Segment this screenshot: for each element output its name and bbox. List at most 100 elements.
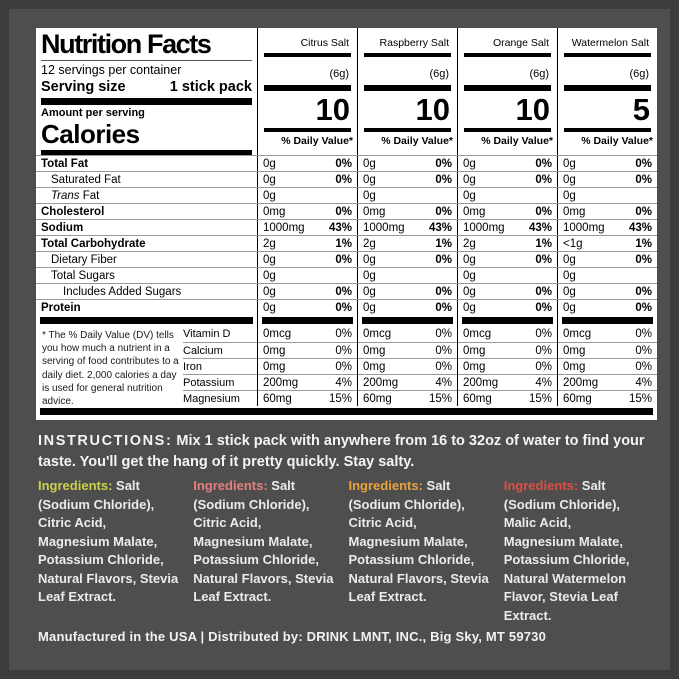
nutrient-amount: 0g (363, 254, 376, 266)
nutrient-amount: 1000mg (263, 222, 305, 234)
nutrient-value-cell: 0mg 0% (257, 204, 357, 219)
nutrient-value-cell: 0g 0% (557, 300, 657, 315)
amount-per-serving-label: Amount per serving (41, 107, 145, 119)
divider-cell (36, 315, 257, 326)
divider-cell (457, 315, 557, 326)
nutrient-dv: 0% (635, 254, 652, 266)
vitamin-dv: 15% (528, 393, 552, 405)
divider-bar (40, 317, 253, 324)
nutrient-amount: 2g (263, 238, 276, 250)
nutrient-label: Sodium (41, 222, 84, 234)
nutrient-amount: 2g (363, 238, 376, 250)
nutrient-value-cell: 2g 1% (357, 236, 457, 251)
vitamin-amount: 0mg (263, 345, 286, 357)
vitamin-row: 200mg 4% (258, 374, 357, 390)
nutrient-dv: 0% (335, 302, 352, 314)
divider-bar (262, 317, 353, 324)
vitamin-amount: 60mg (363, 393, 392, 405)
divider-bar (462, 317, 553, 324)
vitamin-row: 0mcg 0% (358, 326, 457, 342)
ingredients-text: Salt (Sodium Chloride), Citric Acid, Mag… (193, 478, 334, 604)
flavor-column-header-citrus: Citrus Salt (6g) 10 % Daily Value* (257, 28, 357, 155)
nutrient-value-cell: 0g 0% (357, 172, 457, 187)
vitamin-dv: 0% (435, 328, 452, 340)
vitamin-dv: 0% (635, 328, 652, 340)
vitamin-dv: 0% (535, 345, 552, 357)
vitamin-amount: 0mg (563, 345, 586, 357)
nutrient-value-cell: 0g (557, 268, 657, 283)
nutrient-label: Total Fat (41, 158, 89, 170)
divider-bar (264, 85, 351, 91)
nutrient-amount: 1000mg (463, 222, 505, 234)
nutrient-value-cell: 0g 0% (557, 156, 657, 171)
nutrient-value-cell: 0g 0% (557, 284, 657, 299)
divider-bar (364, 85, 451, 91)
nutrient-value-cell: 0g (457, 188, 557, 203)
nutrient-amount: 0mg (563, 206, 586, 218)
nutrient-dv: 43% (428, 222, 452, 234)
vitamin-row: 200mg 4% (358, 374, 457, 390)
nutrient-dv: 0% (335, 286, 352, 298)
vitamin-amount: 200mg (463, 377, 499, 389)
nutrient-label: Total Carbohydrate (41, 238, 146, 250)
vitamin-label: Iron (183, 358, 257, 374)
nutrition-facts-panel: Nutrition Facts 12 servings per containe… (36, 28, 657, 420)
nutrient-label: Protein (41, 302, 81, 314)
nutrient-value-cell: 0g 0% (357, 156, 457, 171)
nutrient-amount: 1000mg (363, 222, 405, 234)
nutrient-amount: 0g (463, 190, 476, 202)
vitamin-dv: 4% (535, 377, 552, 389)
daily-value-header: % Daily Value* (481, 135, 553, 147)
vitamin-amount: 0mg (563, 361, 586, 373)
nutrient-dv: 0% (535, 158, 552, 170)
divider-bar (464, 128, 551, 132)
servings-per-container: 12 servings per container (41, 63, 182, 77)
divider-bar (41, 150, 252, 155)
nutrient-value-cell: 0g (457, 268, 557, 283)
nutrient-dv: 43% (528, 222, 552, 234)
nutrient-amount: 1000mg (563, 222, 605, 234)
ingredients-text: Salt (Sodium Chloride), Citric Acid, Mag… (38, 478, 179, 604)
vitamin-dv: 15% (628, 393, 652, 405)
vitamins-section: * The % Daily Value (DV) tells you how m… (36, 326, 657, 407)
vitamin-values-watermelon: 0mcg 0% 0mg 0% 0mg 0% 200mg 4% 60mg 15% (557, 326, 657, 406)
vitamin-amount: 0mcg (563, 328, 592, 340)
divider-bar (464, 53, 551, 57)
divider-bar (41, 98, 252, 105)
nutrition-facts-title: Nutrition Facts (41, 29, 212, 59)
nutrient-row-added-sugars: Includes Added Sugars 0g 0% 0g 0% 0g 0% 0g 0… (36, 283, 657, 299)
label-column-header: Nutrition Facts 12 servings per containe… (36, 28, 257, 155)
nutrient-dv: 43% (628, 222, 652, 234)
nutrient-amount: 0g (463, 254, 476, 266)
nutrient-dv: 1% (335, 238, 352, 250)
vitamin-dv: 0% (635, 361, 652, 373)
calories-value: 10 (315, 92, 350, 127)
nutrient-dv: 43% (328, 222, 352, 234)
vitamin-amount: 60mg (463, 393, 492, 405)
divider-bar (564, 53, 651, 57)
nutrient-value-cell: 0g (557, 188, 657, 203)
nutrient-label-italic: Trans (51, 190, 80, 202)
divider-bar (362, 317, 453, 324)
vitamin-names: Vitamin D Calcium Iron Potassium Magnesi… (183, 326, 257, 406)
flavor-name: Watermelon Salt (571, 37, 649, 49)
nutrient-dv: 0% (435, 286, 452, 298)
ingredients-column-raspberry: Ingredients: Salt (Sodium Chloride), Cit… (193, 477, 335, 625)
flavor-name: Raspberry Salt (379, 37, 449, 49)
nutrient-row-dietary-fiber: Dietary Fiber 0g 0% 0g 0% 0g 0% 0g 0% (36, 251, 657, 267)
nutrient-value-cell: 0g 0% (257, 172, 357, 187)
divider-bar (264, 128, 351, 132)
nutrient-dv: 1% (535, 238, 552, 250)
nutrient-value-cell: 0g 0% (457, 300, 557, 315)
nutrient-amount: 0mg (263, 206, 286, 218)
nutrient-value-cell: 0g 0% (457, 156, 557, 171)
vitamin-values-citrus: 0mcg 0% 0mg 0% 0mg 0% 200mg 4% 60mg 15% (257, 326, 357, 406)
nutrient-row-total-carbohydrate: Total Carbohydrate 2g 1% 2g 1% 2g 1% <1g 1% (36, 235, 657, 251)
divider-hairline (41, 60, 252, 61)
nutrient-amount: 0mg (463, 206, 486, 218)
vitamin-dv: 15% (428, 393, 452, 405)
nutrient-amount: 0g (463, 286, 476, 298)
vitamin-row: 0mg 0% (258, 358, 357, 374)
vitamin-values-raspberry: 0mcg 0% 0mg 0% 0mg 0% 200mg 4% 60mg 15% (357, 326, 457, 406)
nutrient-value-cell: 0g (257, 268, 357, 283)
